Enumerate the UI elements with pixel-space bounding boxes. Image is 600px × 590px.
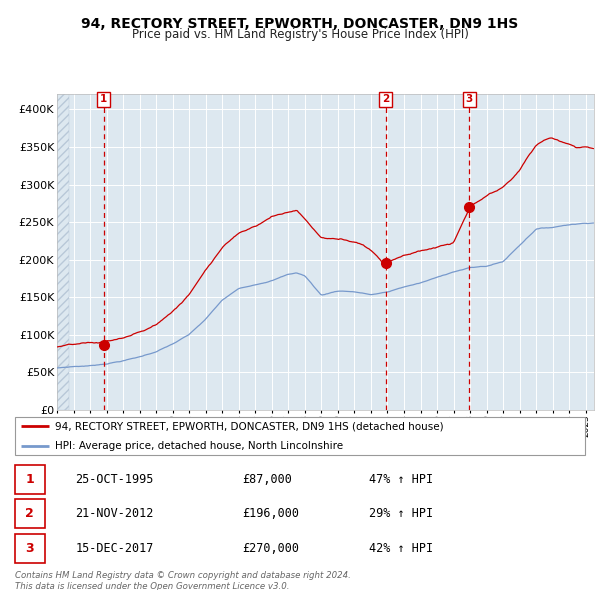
Text: 2: 2 bbox=[25, 507, 34, 520]
Text: 3: 3 bbox=[466, 94, 473, 104]
FancyBboxPatch shape bbox=[15, 465, 45, 494]
Text: 2: 2 bbox=[382, 94, 389, 104]
Text: 29% ↑ HPI: 29% ↑ HPI bbox=[369, 507, 433, 520]
Bar bbox=[57, 94, 68, 410]
Text: 21-NOV-2012: 21-NOV-2012 bbox=[76, 507, 154, 520]
FancyBboxPatch shape bbox=[15, 499, 45, 529]
Text: 42% ↑ HPI: 42% ↑ HPI bbox=[369, 542, 433, 555]
Text: 1: 1 bbox=[100, 94, 107, 104]
Text: 1: 1 bbox=[25, 473, 34, 486]
Text: 25-OCT-1995: 25-OCT-1995 bbox=[76, 473, 154, 486]
Text: £87,000: £87,000 bbox=[242, 473, 292, 486]
Text: 15-DEC-2017: 15-DEC-2017 bbox=[76, 542, 154, 555]
Text: 94, RECTORY STREET, EPWORTH, DONCASTER, DN9 1HS (detached house): 94, RECTORY STREET, EPWORTH, DONCASTER, … bbox=[55, 421, 444, 431]
Text: £270,000: £270,000 bbox=[242, 542, 299, 555]
Text: HPI: Average price, detached house, North Lincolnshire: HPI: Average price, detached house, Nort… bbox=[55, 441, 343, 451]
FancyBboxPatch shape bbox=[15, 417, 585, 455]
Text: Price paid vs. HM Land Registry's House Price Index (HPI): Price paid vs. HM Land Registry's House … bbox=[131, 28, 469, 41]
FancyBboxPatch shape bbox=[15, 534, 45, 563]
Text: 94, RECTORY STREET, EPWORTH, DONCASTER, DN9 1HS: 94, RECTORY STREET, EPWORTH, DONCASTER, … bbox=[82, 17, 518, 31]
Text: 47% ↑ HPI: 47% ↑ HPI bbox=[369, 473, 433, 486]
Text: Contains HM Land Registry data © Crown copyright and database right 2024.
This d: Contains HM Land Registry data © Crown c… bbox=[15, 571, 351, 590]
Text: £196,000: £196,000 bbox=[242, 507, 299, 520]
Text: 3: 3 bbox=[26, 542, 34, 555]
